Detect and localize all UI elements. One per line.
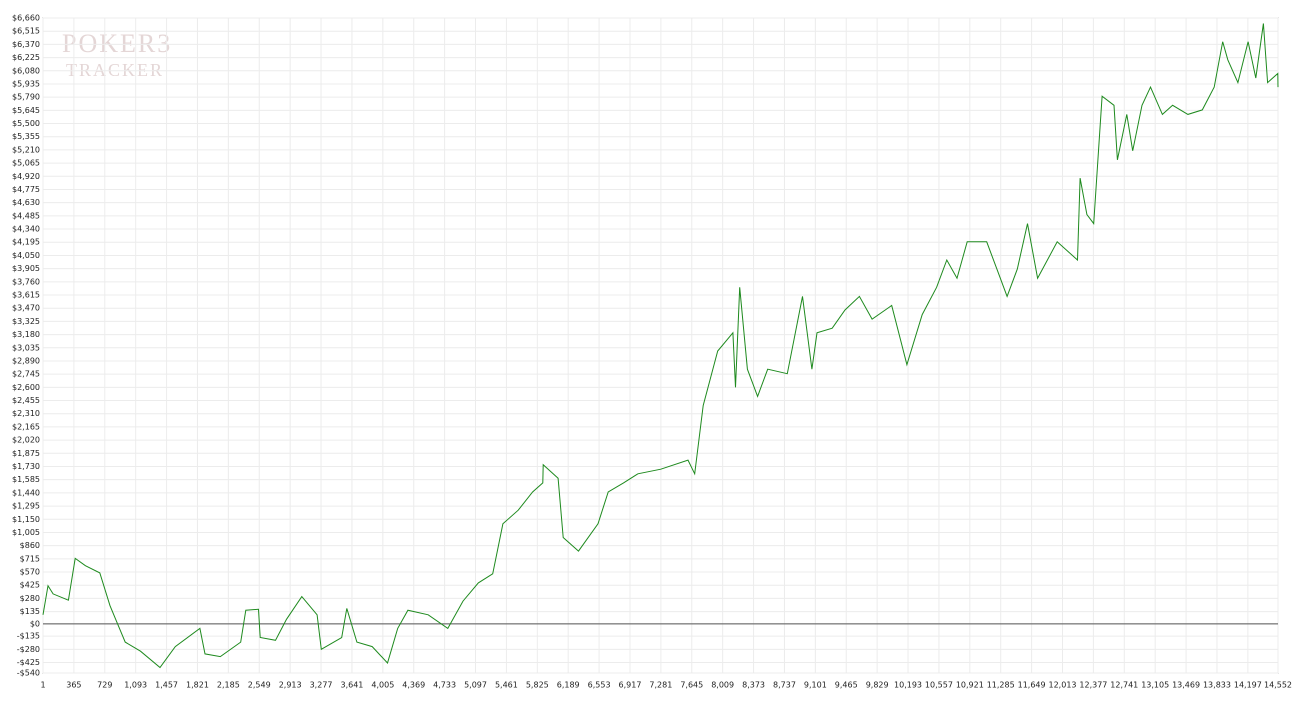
y-tick-label: $280 bbox=[20, 594, 40, 603]
y-tick-label: $2,455 bbox=[12, 396, 40, 405]
x-tick-label: 2,913 bbox=[279, 681, 302, 690]
y-tick-label: $6,225 bbox=[12, 53, 40, 62]
y-tick-label: $1,295 bbox=[12, 502, 40, 511]
y-tick-label: $4,775 bbox=[12, 185, 40, 194]
y-tick-label: $5,790 bbox=[12, 93, 40, 102]
x-tick-label: 1 bbox=[40, 681, 45, 690]
x-tick-label: 8,009 bbox=[711, 681, 734, 690]
y-tick-label: $6,080 bbox=[12, 66, 40, 75]
y-tick-label: $3,180 bbox=[12, 330, 40, 339]
watermark: TRACKER bbox=[66, 60, 164, 80]
x-tick-label: 13,105 bbox=[1141, 681, 1169, 690]
x-tick-label: 13,833 bbox=[1203, 681, 1231, 690]
y-tick-label: $5,500 bbox=[12, 119, 40, 128]
y-tick-label: $3,615 bbox=[12, 291, 40, 300]
y-tick-label: $3,760 bbox=[12, 277, 40, 286]
y-tick-label: $860 bbox=[20, 541, 40, 550]
x-tick-label: 2,549 bbox=[248, 681, 271, 690]
x-tick-label: 7,281 bbox=[649, 681, 672, 690]
y-tick-label: $4,630 bbox=[12, 198, 40, 207]
x-tick-label: 10,557 bbox=[925, 681, 953, 690]
y-tick-label: $1,585 bbox=[12, 475, 40, 484]
x-tick-label: 4,369 bbox=[402, 681, 425, 690]
x-tick-label: 6,553 bbox=[588, 681, 611, 690]
y-tick-label: $6,370 bbox=[12, 40, 40, 49]
x-tick-label: 12,741 bbox=[1110, 681, 1138, 690]
x-tick-label: 10,193 bbox=[894, 681, 922, 690]
x-tick-label: 9,101 bbox=[804, 681, 827, 690]
y-tick-label: -$135 bbox=[17, 632, 40, 641]
y-tick-label: $1,440 bbox=[12, 488, 40, 497]
x-tick-label: 14,552 bbox=[1264, 681, 1292, 690]
x-tick-label: 3,641 bbox=[340, 681, 363, 690]
x-tick-label: 6,189 bbox=[557, 681, 580, 690]
x-tick-label: 5,097 bbox=[464, 681, 487, 690]
y-tick-label: $4,050 bbox=[12, 251, 40, 260]
x-tick-label: 8,373 bbox=[742, 681, 765, 690]
x-tick-label: 7,645 bbox=[680, 681, 703, 690]
y-tick-label: $1,150 bbox=[12, 515, 40, 524]
y-tick-label: $425 bbox=[20, 581, 40, 590]
y-tick-label: $1,730 bbox=[12, 462, 40, 471]
watermark: POKER3 bbox=[62, 29, 172, 58]
y-tick-label: $715 bbox=[20, 554, 40, 563]
x-tick-label: 8,737 bbox=[773, 681, 796, 690]
y-tick-label: $0 bbox=[30, 619, 40, 628]
x-tick-label: 10,921 bbox=[956, 681, 984, 690]
y-tick-label: -$540 bbox=[17, 669, 40, 678]
x-tick-label: 12,377 bbox=[1079, 681, 1107, 690]
y-tick-label: $1,005 bbox=[12, 528, 40, 537]
x-tick-label: 9,829 bbox=[866, 681, 889, 690]
y-tick-label: $4,195 bbox=[12, 238, 40, 247]
y-tick-label: $2,165 bbox=[12, 422, 40, 431]
y-tick-label: $3,035 bbox=[12, 343, 40, 352]
y-tick-label: $570 bbox=[20, 568, 40, 577]
y-tick-label: -$280 bbox=[17, 645, 40, 654]
y-tick-label: $6,515 bbox=[12, 27, 40, 36]
x-tick-label: 4,733 bbox=[433, 681, 456, 690]
y-tick-label: $2,745 bbox=[12, 370, 40, 379]
x-tick-label: 1,821 bbox=[186, 681, 209, 690]
y-tick-label: $3,470 bbox=[12, 304, 40, 313]
x-tick-label: 9,465 bbox=[835, 681, 858, 690]
y-tick-label: $3,325 bbox=[12, 317, 40, 326]
x-tick-label: 13,469 bbox=[1172, 681, 1200, 690]
x-tick-label: 365 bbox=[66, 681, 81, 690]
y-tick-label: $2,020 bbox=[12, 436, 40, 445]
y-tick-label: $5,645 bbox=[12, 106, 40, 115]
x-tick-label: 3,277 bbox=[310, 681, 333, 690]
y-tick-label: $6,660 bbox=[12, 14, 40, 23]
data-line bbox=[42, 23, 1279, 669]
y-tick-label: $2,890 bbox=[12, 356, 40, 365]
y-tick-label: $4,485 bbox=[12, 211, 40, 220]
y-tick-label: $5,935 bbox=[12, 79, 40, 88]
y-tick-label: $4,920 bbox=[12, 172, 40, 181]
x-tick-label: 12,013 bbox=[1049, 681, 1077, 690]
y-tick-label: $2,310 bbox=[12, 409, 40, 418]
y-tick-label: $4,340 bbox=[12, 225, 40, 234]
x-tick-label: 4,005 bbox=[371, 681, 394, 690]
y-tick-label: $5,210 bbox=[12, 145, 40, 154]
x-tick-label: 5,461 bbox=[495, 681, 518, 690]
y-tick-label: $1,875 bbox=[12, 449, 40, 458]
y-tick-label: $3,905 bbox=[12, 264, 40, 273]
x-tick-label: 11,649 bbox=[1018, 681, 1046, 690]
x-tick-label: 14,197 bbox=[1234, 681, 1262, 690]
y-tick-label: $2,600 bbox=[12, 383, 40, 392]
x-tick-label: 11,285 bbox=[987, 681, 1015, 690]
x-tick-label: 729 bbox=[97, 681, 112, 690]
y-tick-label: -$425 bbox=[17, 658, 40, 667]
x-tick-label: 6,917 bbox=[619, 681, 642, 690]
x-tick-label: 1,093 bbox=[124, 681, 147, 690]
x-tick-label: 5,825 bbox=[526, 681, 549, 690]
y-tick-label: $135 bbox=[20, 607, 40, 616]
x-tick-label: 2,185 bbox=[217, 681, 240, 690]
x-tick-label: 1,457 bbox=[155, 681, 178, 690]
y-tick-label: $5,355 bbox=[12, 132, 40, 141]
y-tick-label: $5,065 bbox=[12, 159, 40, 168]
